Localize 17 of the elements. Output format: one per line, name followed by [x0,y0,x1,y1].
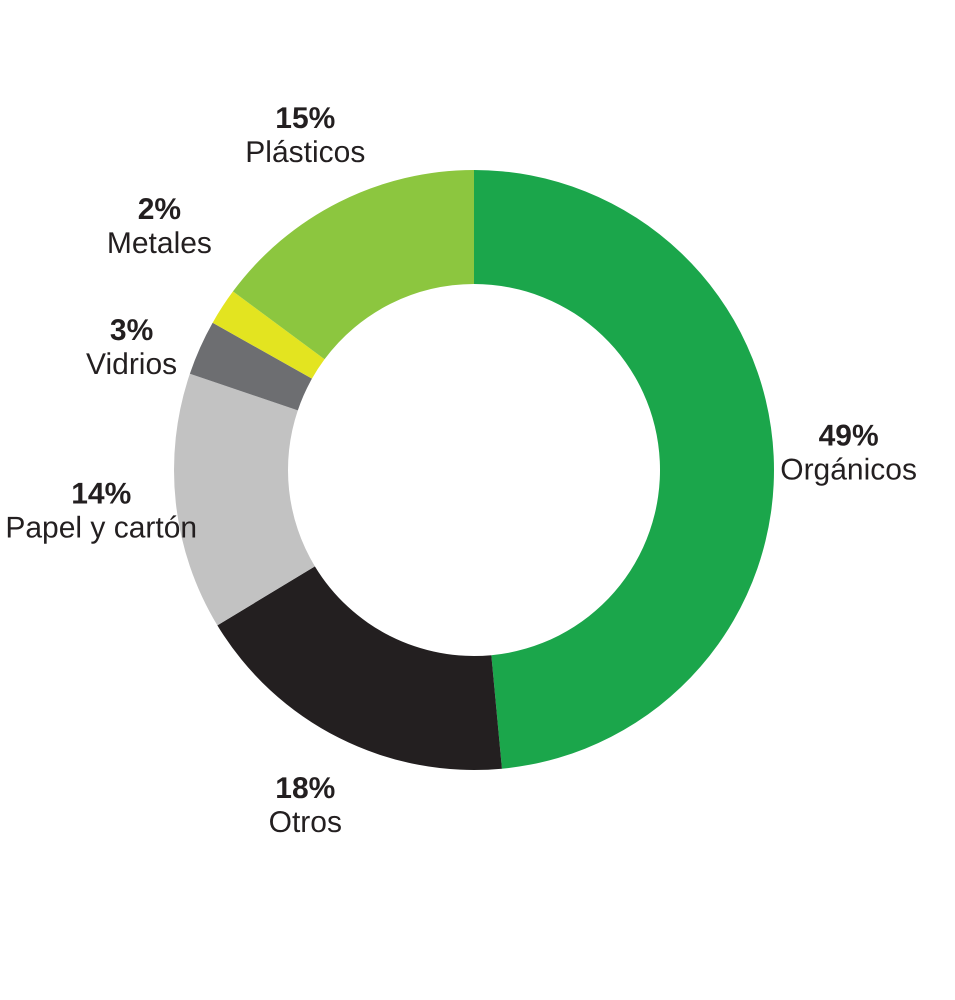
donut-slice [232,170,474,360]
data-label: 3% [110,314,154,348]
slice-label: Orgánicos [780,454,917,487]
donut-slice [190,322,312,410]
slice-label: Papel y cartón [5,512,198,545]
data-label: 18% [275,772,336,805]
slice-label: Otros [268,806,342,839]
data-label: 14% [71,478,132,511]
donut-slice [212,291,325,379]
donut-slice [217,566,502,770]
slice-label: Metales [106,226,212,260]
data-label: 49% [818,420,879,453]
data-label: 15% [275,102,336,136]
slice-label: Vidrios [86,348,178,382]
donut-slice [474,170,774,769]
slice-label: Plásticos [245,136,366,170]
data-label: 2% [138,192,182,226]
